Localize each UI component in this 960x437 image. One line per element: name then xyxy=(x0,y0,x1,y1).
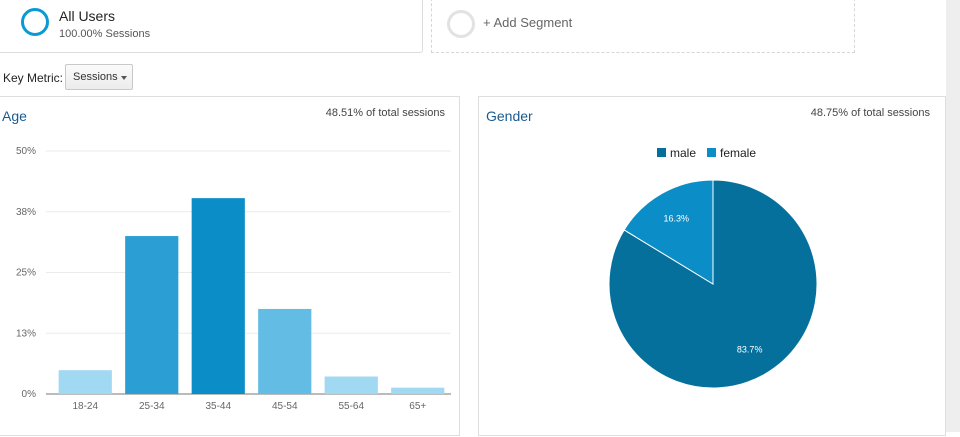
y-tick-label: 50% xyxy=(16,146,36,157)
segment-card-all-users[interactable]: All Users 100.00% Sessions xyxy=(0,0,423,53)
chevron-down-icon xyxy=(121,76,127,80)
segment-ring-icon xyxy=(21,8,49,36)
add-segment-button[interactable]: + Add Segment xyxy=(431,0,855,53)
scrollbar-track[interactable] xyxy=(946,0,960,432)
age-panel-title: Age xyxy=(2,108,27,124)
legend-label-female[interactable]: female xyxy=(720,146,756,160)
y-tick-label: 38% xyxy=(16,207,36,218)
bar-55-64[interactable] xyxy=(324,376,378,394)
y-tick-label: 25% xyxy=(16,268,36,279)
empty-segment-ring-icon xyxy=(447,10,475,38)
x-tick-label: 35-44 xyxy=(205,401,231,412)
legend-swatch-female xyxy=(707,148,716,157)
x-tick-label: 45-54 xyxy=(272,401,298,412)
x-tick-label: 18-24 xyxy=(72,401,98,412)
gender-panel-total-sessions: 48.75% of total sessions xyxy=(810,107,930,119)
segment-name: All Users xyxy=(59,8,116,24)
legend-label-male[interactable]: male xyxy=(670,146,696,160)
pie-slice-female[interactable] xyxy=(623,179,714,285)
age-panel-total-sessions: 48.51% of total sessions xyxy=(325,107,445,119)
key-metric-dropdown[interactable]: Sessions xyxy=(65,64,133,90)
y-tick-label: 13% xyxy=(16,328,36,339)
age-panel: Age 48.51% of total sessions 0% 13% 25% 38%… xyxy=(0,96,460,436)
segment-sessions-percent: 100.00% Sessions xyxy=(59,28,151,40)
gender-pie-chart: male female 83.7% 16.3% xyxy=(608,146,818,389)
key-metric-label: Key Metric: xyxy=(3,71,64,85)
slice-label-male: 83.7% xyxy=(737,344,763,354)
x-tick-label: 55-64 xyxy=(338,401,364,412)
x-tick-label: 65+ xyxy=(409,401,426,412)
y-tick-label: 0% xyxy=(22,389,37,400)
gender-panel-title: Gender xyxy=(486,108,533,124)
bar-35-44[interactable] xyxy=(191,198,245,394)
age-bar-chart: 0% 13% 25% 38% 50% 18-24 25-34 35-44 45-54 55-64 6… xyxy=(16,146,451,412)
key-metric-selected-value: Sessions xyxy=(73,71,118,83)
slice-label-female: 16.3% xyxy=(664,214,690,224)
bar-18-24[interactable] xyxy=(58,370,112,394)
bar-45-54[interactable] xyxy=(258,308,312,394)
legend-swatch-male xyxy=(657,148,666,157)
bar-25-34[interactable] xyxy=(125,236,179,394)
x-tick-label: 25-34 xyxy=(139,401,165,412)
gender-panel: Gender 48.75% of total sessions male fema… xyxy=(478,96,946,436)
add-segment-label: + Add Segment xyxy=(483,15,573,30)
bar-65+[interactable] xyxy=(391,387,445,394)
